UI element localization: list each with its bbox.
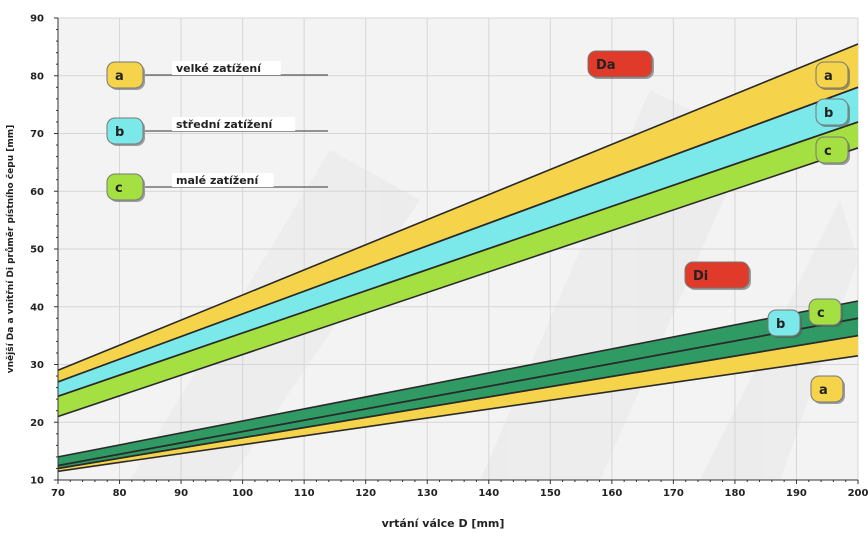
di-badge-c-text: c: [817, 306, 825, 321]
boundary-di-c-lower: [57, 317, 859, 467]
da-badge-b-text: b: [824, 106, 833, 121]
di-badge-a: a: [810, 375, 845, 404]
legend-badge-b-box: [106, 117, 144, 145]
band-da-a: [58, 43, 858, 382]
di-badge-a-text: a: [819, 383, 828, 398]
x-tick-label: 100: [232, 488, 253, 499]
y-axis-title: vnější Da a vnitřní Di průměr pístního č…: [5, 125, 16, 373]
group-label-di-text: Di: [693, 269, 708, 284]
legend-text-b: střední zatížení: [176, 118, 274, 131]
x-tick-label: 80: [113, 488, 127, 499]
x-tick-label: 70: [51, 488, 65, 499]
x-tick-label: 120: [355, 488, 376, 499]
y-tick-label: 90: [30, 14, 44, 25]
x-tick-label: 90: [174, 488, 188, 499]
x-tick-label: 130: [417, 488, 438, 499]
legend-badge-a: a: [106, 61, 145, 90]
band-da-b: [58, 87, 858, 397]
y-tick-label: 80: [30, 71, 44, 82]
x-tick-label: 200: [848, 488, 868, 499]
da-badge-a: a: [815, 61, 850, 90]
x-tick-label: 160: [601, 488, 622, 499]
legend-badge-c: c: [106, 173, 145, 202]
x-tick-label: 150: [540, 488, 561, 499]
da-badge-c-text: c: [824, 144, 832, 159]
y-tick-label: 60: [30, 187, 44, 198]
legend-badge-b: b: [106, 117, 145, 146]
boundary-da-a-upper: [57, 43, 859, 372]
x-tick-label: 140: [478, 488, 499, 499]
legend-badge-a-box: [106, 61, 144, 89]
di-badge-c: c: [808, 298, 843, 327]
da-badge-b-box: [815, 98, 849, 126]
da-badge-b: b: [815, 98, 850, 127]
y-tick-label: 70: [30, 129, 44, 140]
boundary-di-b-lower: [57, 334, 859, 470]
legend-badge-a-text: a: [115, 69, 124, 84]
boundary-da-b-upper: [57, 86, 859, 383]
band-da-c: [58, 121, 858, 417]
di-badge-a-box: [810, 375, 844, 403]
x-tick-label: 180: [724, 488, 745, 499]
x-tick-label: 190: [786, 488, 807, 499]
da-badge-a-text: a: [824, 69, 833, 84]
legend-badge-c-box: [106, 173, 144, 201]
band-di-c: [58, 300, 858, 466]
axes: 10 20 30 40 50 60 70 80 90 70 80 90 100 110 120 130 140 1…: [30, 14, 868, 500]
boundary-di-c-upper: [57, 300, 859, 458]
da-badge-c: c: [815, 136, 850, 165]
y-tick-label: 40: [30, 302, 44, 313]
legend-text-c: malé zatížení: [176, 174, 259, 187]
legend-text-bg-c: [172, 173, 274, 187]
legend-text-a: velké zatížení: [176, 62, 262, 75]
labels: a velké zatížení b střední zatížení c malé za…: [106, 50, 850, 404]
y-tick-label: 50: [30, 245, 44, 256]
y-tick-label: 10: [30, 476, 44, 487]
bands: [57, 43, 859, 473]
di-badge-c-box: [808, 298, 842, 326]
y-tick-label: 30: [30, 360, 44, 371]
boundary-da-c-upper: [57, 121, 859, 398]
legend-badge-c-text: c: [115, 181, 123, 196]
group-label-da-box: [587, 50, 653, 78]
x-axis-title: vrtání válce D [mm]: [382, 517, 505, 530]
group-label-da: Da: [587, 50, 654, 79]
boundary-da-c-lower: [57, 147, 859, 418]
group-label-da-text: Da: [596, 58, 616, 73]
x-tick-label: 170: [663, 488, 684, 499]
group-label-di: Di: [684, 261, 751, 290]
di-badge-b: b: [767, 309, 802, 338]
di-badge-b-text: b: [776, 317, 785, 332]
da-badge-c-box: [815, 136, 849, 164]
di-badge-b-box: [767, 309, 801, 337]
boundary-di-a-lower: [57, 355, 859, 473]
y-tick-label: 20: [30, 418, 44, 429]
legend-text-bg-a: [172, 61, 281, 75]
legend-badge-b-text: b: [115, 125, 124, 140]
group-label-di-box: [684, 261, 750, 289]
legend-text-bg-b: [172, 117, 296, 131]
da-badge-a-box: [815, 61, 849, 89]
x-tick-label: 110: [294, 488, 315, 499]
